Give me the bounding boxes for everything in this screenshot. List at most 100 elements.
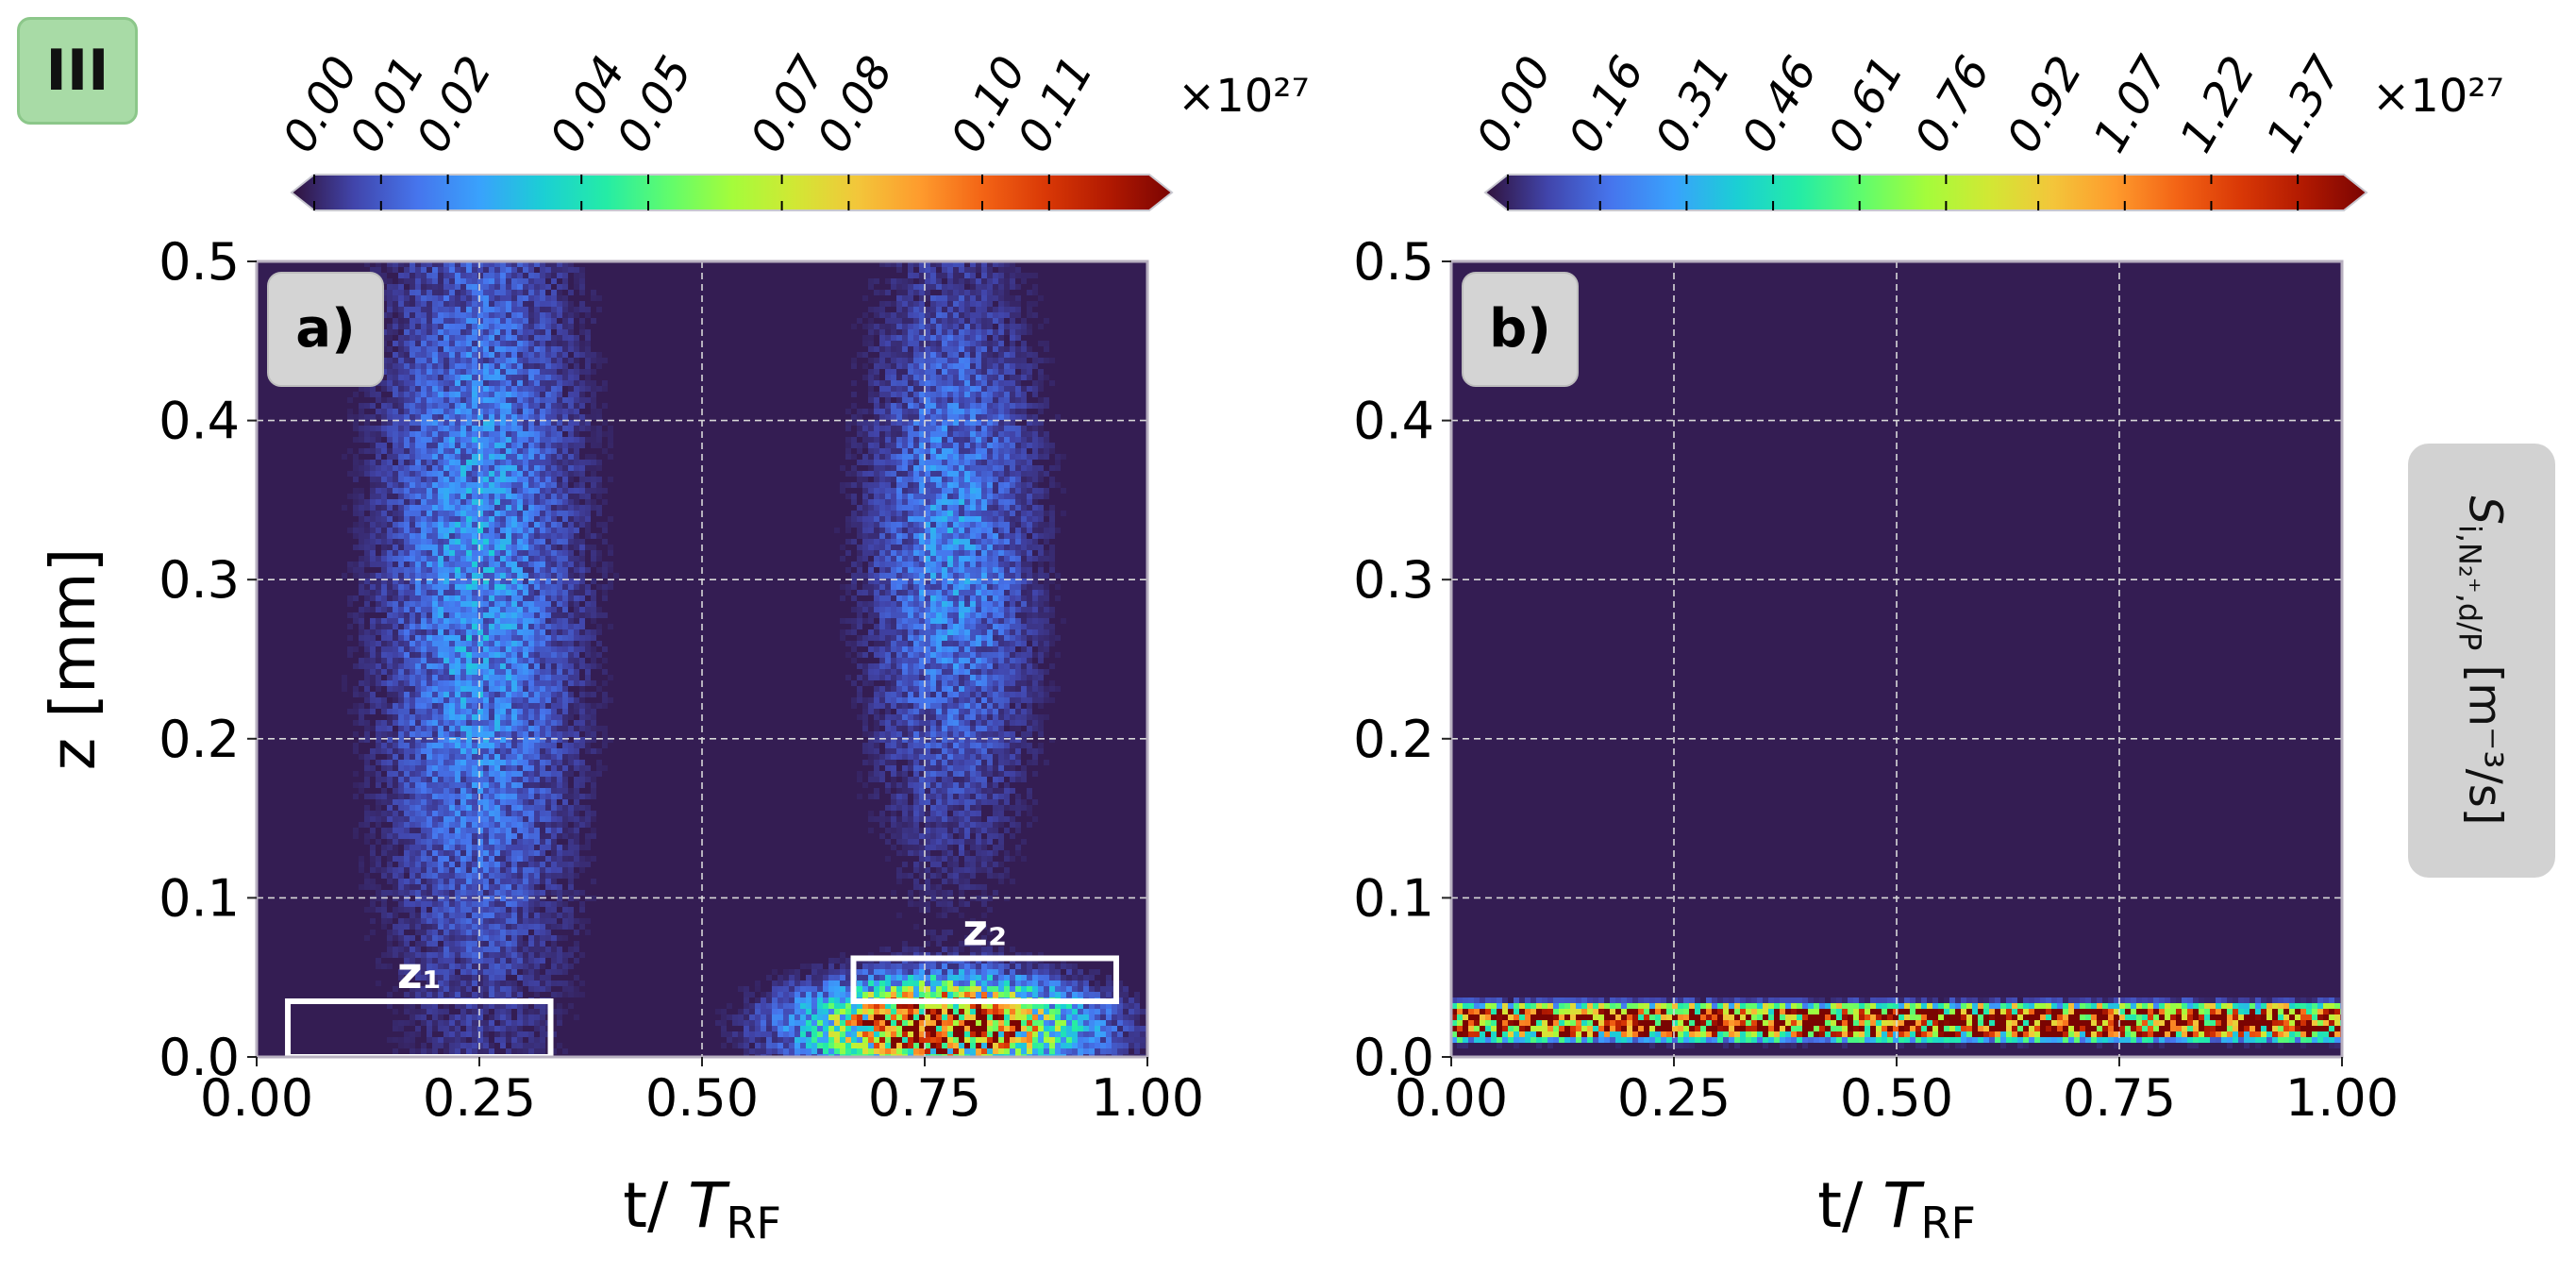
heatmap-cell (415, 397, 421, 403)
heatmap-cell (517, 545, 523, 550)
heatmap-cell (891, 460, 896, 465)
heatmap-cell (427, 358, 432, 363)
heatmap-cell (557, 335, 562, 341)
heatmap-cell (885, 522, 891, 528)
heatmap-cell (942, 369, 947, 375)
heatmap-cell (551, 341, 557, 346)
heatmap-cell (506, 437, 511, 443)
heatmap-cell (1044, 511, 1049, 516)
heatmap-cell (410, 488, 415, 494)
heatmap-cell (540, 380, 545, 386)
heatmap-cell (862, 533, 868, 539)
heatmap-cell (443, 641, 449, 646)
heatmap-cell (964, 607, 970, 612)
heatmap-cell (993, 318, 998, 324)
heatmap-cell (364, 595, 370, 601)
heatmap-cell (562, 488, 568, 494)
heatmap-cell (1038, 635, 1044, 641)
heatmap-cell (998, 488, 1004, 494)
heatmap-cell (987, 324, 993, 329)
heatmap-cell (460, 607, 466, 612)
heatmap-cell (608, 431, 613, 437)
heatmap-cell (981, 482, 987, 488)
heatmap-cell (370, 448, 376, 454)
heatmap-cell (579, 482, 585, 488)
heatmap-cell (387, 516, 393, 522)
heatmap-cell (500, 273, 506, 278)
heatmap-cell (891, 375, 896, 380)
heatmap-cell (913, 409, 919, 414)
heatmap-cell (1027, 584, 1032, 590)
heatmap-cell (1032, 635, 1038, 641)
heatmap-cell (936, 369, 942, 375)
heatmap-cell (981, 307, 987, 312)
heatmap-cell (976, 590, 981, 595)
heatmap-cell (925, 471, 930, 477)
heatmap-cell (953, 612, 959, 618)
heatmap-cell (551, 460, 557, 465)
heatmap-cell (511, 431, 517, 437)
heatmap-cell (500, 539, 506, 545)
heatmap-cell (953, 590, 959, 595)
heatmap-cell (596, 522, 602, 528)
heatmap-cell (591, 295, 596, 301)
heatmap-cell (913, 403, 919, 409)
heatmap-cell (500, 556, 506, 562)
heatmap-cell (381, 488, 387, 494)
heatmap-cell (862, 556, 868, 562)
heatmap-cell (1044, 550, 1049, 556)
heatmap-cell (1015, 307, 1021, 312)
heatmap-cell (415, 567, 421, 573)
heatmap-cell (562, 578, 568, 584)
heatmap-cell (494, 312, 500, 318)
heatmap-cell (998, 324, 1004, 329)
heatmap-cell (421, 488, 427, 494)
heatmap-cell (466, 273, 472, 278)
heatmap-cell (506, 584, 511, 590)
heatmap-cell (562, 567, 568, 573)
heatmap-cell (557, 471, 562, 477)
heatmap-cell (483, 550, 489, 556)
heatmap-cell (568, 505, 574, 511)
heatmap-cell (1032, 358, 1038, 363)
heatmap-cell (608, 567, 613, 573)
heatmap-cell (1055, 454, 1061, 460)
heatmap-cell (908, 590, 913, 595)
heatmap-cell (460, 539, 466, 545)
heatmap-cell (981, 511, 987, 516)
heatmap-cell (913, 499, 919, 505)
heatmap-cell (930, 397, 936, 403)
heatmap-cell (1004, 471, 1010, 477)
heatmap-cell (987, 363, 993, 369)
heatmap-cell (511, 562, 517, 567)
heatmap-cell (483, 437, 489, 443)
heatmap-cell (443, 556, 449, 562)
heatmap-cell (998, 584, 1004, 590)
heatmap-cell (511, 556, 517, 562)
heatmap-cell (557, 528, 562, 533)
heatmap-cell (506, 380, 511, 386)
heatmap-cell (347, 612, 353, 618)
heatmap-cell (370, 646, 376, 652)
heatmap-cell (1027, 363, 1032, 369)
heatmap-cell (562, 533, 568, 539)
heatmap-cell (874, 397, 879, 403)
heatmap-cell (851, 358, 857, 363)
heatmap-cell (494, 335, 500, 341)
heatmap-cell (1044, 454, 1049, 460)
heatmap-cell (896, 584, 902, 590)
heatmap-cell (953, 533, 959, 539)
heatmap-cell (472, 431, 477, 437)
heatmap-cell (1044, 375, 1049, 380)
heatmap-cell (857, 624, 862, 629)
heatmap-cell (930, 460, 936, 465)
heatmap-cell (494, 618, 500, 624)
heatmap-cell (585, 499, 591, 505)
heatmap-cell (602, 584, 608, 590)
heatmap-cell (930, 295, 936, 301)
heatmap-cell (885, 380, 891, 386)
heatmap-cell (959, 448, 964, 454)
heatmap-cell (930, 414, 936, 420)
heatmap-cell (874, 505, 879, 511)
heatmap-cell (891, 465, 896, 471)
